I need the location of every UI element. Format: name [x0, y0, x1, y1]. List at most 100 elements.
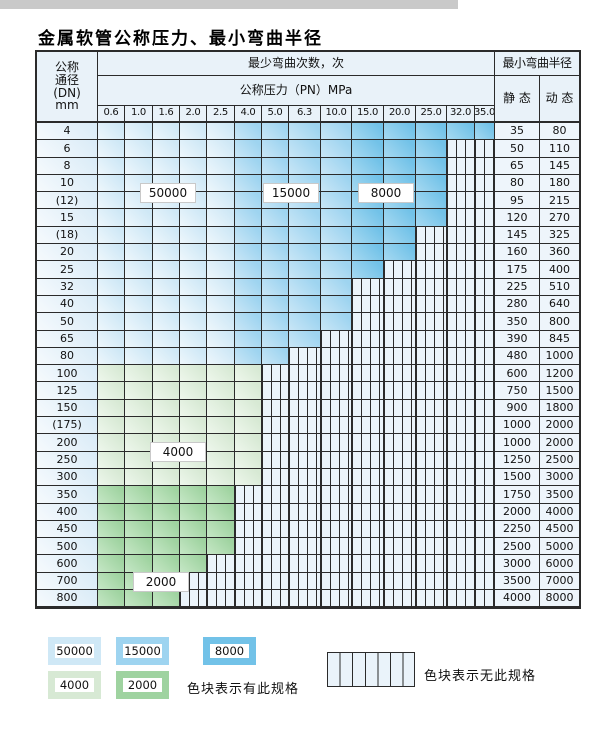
spec-cell	[352, 123, 384, 141]
no-spec-cell	[352, 382, 384, 400]
pressure-header-cell: 32.0	[447, 106, 475, 123]
no-spec-cell	[384, 538, 416, 556]
no-spec-cell	[475, 399, 495, 418]
no-spec-cell	[416, 278, 447, 296]
spec-cell	[180, 555, 207, 573]
no-spec-cell	[384, 417, 416, 435]
spec-cell	[321, 313, 352, 331]
dn-cell: 25	[37, 261, 98, 279]
spec-cell	[207, 365, 235, 383]
no-spec-cell	[352, 538, 384, 556]
legend-swatch-50000: 50000	[48, 637, 101, 665]
dynamic-value-cell: 3500	[540, 486, 579, 504]
spec-cell	[235, 244, 262, 262]
no-spec-cell	[475, 174, 495, 193]
no-spec-cell	[447, 555, 475, 573]
no-spec-cell	[384, 261, 416, 279]
spec-cell	[98, 572, 125, 591]
dn-cell: 10	[37, 174, 98, 193]
no-spec-cell	[235, 538, 262, 556]
spec-cell	[180, 123, 207, 141]
dn-cell: 125	[37, 382, 98, 400]
spec-cell	[125, 520, 153, 539]
no-spec-cell	[235, 555, 262, 573]
no-spec-cell	[475, 226, 495, 245]
spec-cell	[98, 295, 125, 314]
pressure-header-cell: 1.6	[153, 106, 180, 123]
legend-swatch-2000: 2000	[116, 671, 169, 699]
no-spec-cell	[384, 451, 416, 469]
spec-cell	[125, 382, 153, 400]
spec-cell	[416, 192, 447, 210]
spec-cell	[125, 555, 153, 573]
no-spec-cell	[289, 590, 321, 608]
no-spec-cell	[447, 278, 475, 296]
no-spec-cell	[447, 347, 475, 366]
spec-cell	[153, 123, 180, 141]
spec-cell	[207, 382, 235, 400]
no-spec-cell	[352, 417, 384, 435]
spec-cell	[180, 209, 207, 227]
spec-cell	[235, 174, 262, 193]
dynamic-value-cell: 800	[540, 313, 579, 331]
no-spec-cell	[475, 347, 495, 366]
spec-cell	[153, 382, 180, 400]
no-spec-cell	[475, 468, 495, 487]
spec-cell	[153, 209, 180, 227]
spec-cell	[262, 278, 289, 296]
spec-cell	[180, 417, 207, 435]
no-spec-cell	[289, 520, 321, 539]
spec-cell	[384, 140, 416, 158]
no-spec-cell	[447, 209, 475, 227]
no-spec-cell	[416, 382, 447, 400]
dn-cell: 350	[37, 486, 98, 504]
no-spec-cell	[475, 590, 495, 608]
static-value-cell: 3000	[495, 555, 540, 573]
spec-cell	[153, 538, 180, 556]
no-spec-cell	[447, 503, 475, 521]
spec-cell	[180, 313, 207, 331]
spec-cell	[125, 399, 153, 418]
legend-swatch-8000: 8000	[203, 637, 256, 665]
dynamic-value-cell: 1800	[540, 399, 579, 418]
pressure-header-cell: 2.5	[207, 106, 235, 123]
spec-cell	[98, 486, 125, 504]
spec-cell	[289, 244, 321, 262]
no-spec-cell	[262, 590, 289, 608]
dn-cell: (175)	[37, 417, 98, 435]
spec-cell	[289, 157, 321, 175]
spec-cell	[321, 278, 352, 296]
static-value-cell: 900	[495, 399, 540, 418]
spec-cell	[207, 417, 235, 435]
spec-cell	[384, 226, 416, 245]
spec-cell	[207, 261, 235, 279]
no-spec-cell	[475, 209, 495, 227]
no-spec-cell	[416, 538, 447, 556]
no-spec-cell	[352, 295, 384, 314]
spec-cell	[207, 244, 235, 262]
static-column-header: 静 态	[495, 76, 540, 123]
spec-cell	[207, 157, 235, 175]
spec-cell	[153, 330, 180, 348]
no-spec-cell	[447, 140, 475, 158]
spec-cell	[235, 468, 262, 487]
dynamic-value-cell: 4500	[540, 520, 579, 539]
bend-radius-header: 最小弯曲半径	[495, 52, 579, 76]
no-spec-cell	[416, 226, 447, 245]
spec-cell	[262, 123, 289, 141]
spec-cell	[321, 192, 352, 210]
cycles-label-8000: 8000	[358, 183, 414, 203]
dynamic-value-cell: 1000	[540, 347, 579, 366]
spec-cell	[321, 209, 352, 227]
spec-cell	[352, 209, 384, 227]
no-spec-cell	[416, 261, 447, 279]
static-value-cell: 390	[495, 330, 540, 348]
spec-cell	[207, 399, 235, 418]
no-spec-cell	[384, 555, 416, 573]
spec-cell	[125, 295, 153, 314]
dynamic-value-cell: 2000	[540, 417, 579, 435]
spec-cell	[321, 140, 352, 158]
dynamic-value-cell: 6000	[540, 555, 579, 573]
dynamic-value-cell: 2500	[540, 451, 579, 469]
spec-cell	[98, 330, 125, 348]
